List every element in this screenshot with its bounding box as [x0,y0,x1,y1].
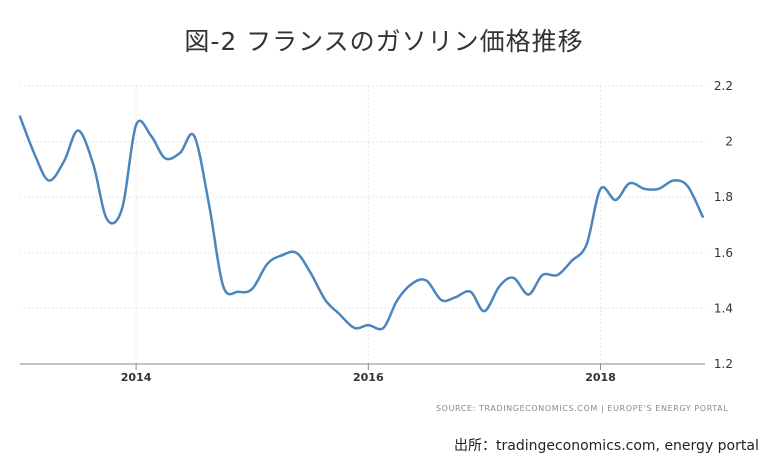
x-tick-label: 2018 [585,371,616,384]
x-tick-label: 2014 [121,371,152,384]
chart-title: 図-2 フランスのガソリン価格推移 [184,27,584,56]
y-tick-label: 2 [725,135,733,149]
tick-labels: 1.2 1.4 1.6 1.8 2 2.2 2014 2016 2018 [121,79,733,384]
y-tick-label: 1.2 [714,357,733,371]
series-line [18,115,704,331]
grid [20,85,705,364]
y-tick-label: 2.2 [714,79,733,93]
series-group [18,115,704,331]
axes [20,363,705,370]
y-tick-label: 1.8 [714,190,733,204]
x-tick-label: 2016 [353,371,384,384]
y-tick-label: 1.6 [714,246,733,260]
credit-note: 出所：tradingeconomics.com, energy portal [454,438,759,454]
y-tick-label: 1.4 [714,301,733,315]
source-note: SOURCE: TRADINGECONOMICS.COM | EUROPE'S … [436,404,729,413]
